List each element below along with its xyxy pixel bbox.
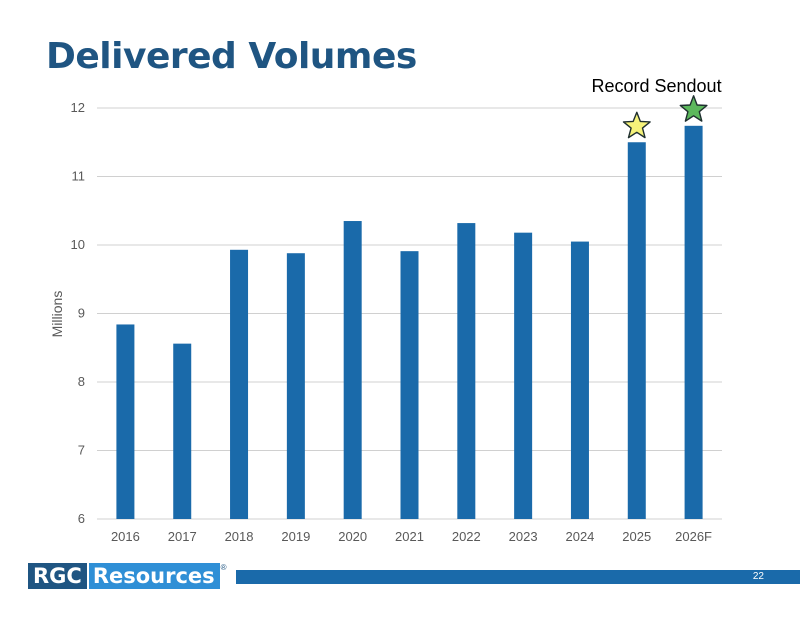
- x-tick-label: 2016: [111, 529, 140, 544]
- logo-rgc-text: RGC: [28, 563, 87, 589]
- x-tick-label: 2018: [225, 529, 254, 544]
- bar: [400, 251, 419, 520]
- y-tick-label: 6: [78, 511, 85, 526]
- page-title: Delivered Volumes: [46, 36, 417, 77]
- bar-chart: 6 7 8 9 10 11 12 Millions 2016 2017 2018 2019 2020 20…: [49, 76, 722, 544]
- star-icon: [679, 95, 708, 122]
- x-tick-label: 2020: [338, 529, 367, 544]
- star-icon: [622, 111, 651, 139]
- bar: [627, 142, 646, 519]
- y-tick-label: 11: [72, 169, 86, 184]
- x-tick-label: 2025: [622, 529, 651, 544]
- y-tick-label: 10: [71, 237, 85, 252]
- company-logo: RGC Resources ®: [28, 563, 227, 589]
- bar: [286, 253, 305, 519]
- x-tick-label: 2019: [281, 529, 310, 544]
- y-tick-label: 9: [78, 306, 85, 321]
- x-tick-label: 2021: [395, 529, 424, 544]
- x-tick-label: 2023: [509, 529, 538, 544]
- footer-bar: [236, 570, 800, 584]
- y-tick-label: 8: [78, 374, 85, 389]
- record-sendout-annotation: Record Sendout: [591, 76, 721, 96]
- y-tick-label: 12: [71, 100, 85, 115]
- bar: [457, 223, 476, 519]
- bar: [514, 232, 533, 520]
- logo-resources-text: Resources: [88, 563, 220, 589]
- x-tick-label: 2017: [168, 529, 197, 544]
- bar: [230, 249, 249, 520]
- bar: [570, 241, 589, 519]
- bar: [116, 324, 135, 519]
- bar: [684, 125, 703, 519]
- x-tick-label: 2022: [452, 529, 481, 544]
- bar: [343, 221, 362, 519]
- x-tick-label: 2026F: [675, 529, 712, 544]
- y-tick-label: 7: [78, 443, 85, 458]
- x-tick-label: 2024: [565, 529, 594, 544]
- y-axis-label: Millions: [49, 291, 65, 338]
- page-number: 22: [752, 571, 764, 582]
- bar: [173, 343, 192, 519]
- logo-registered-mark: ®: [220, 563, 227, 572]
